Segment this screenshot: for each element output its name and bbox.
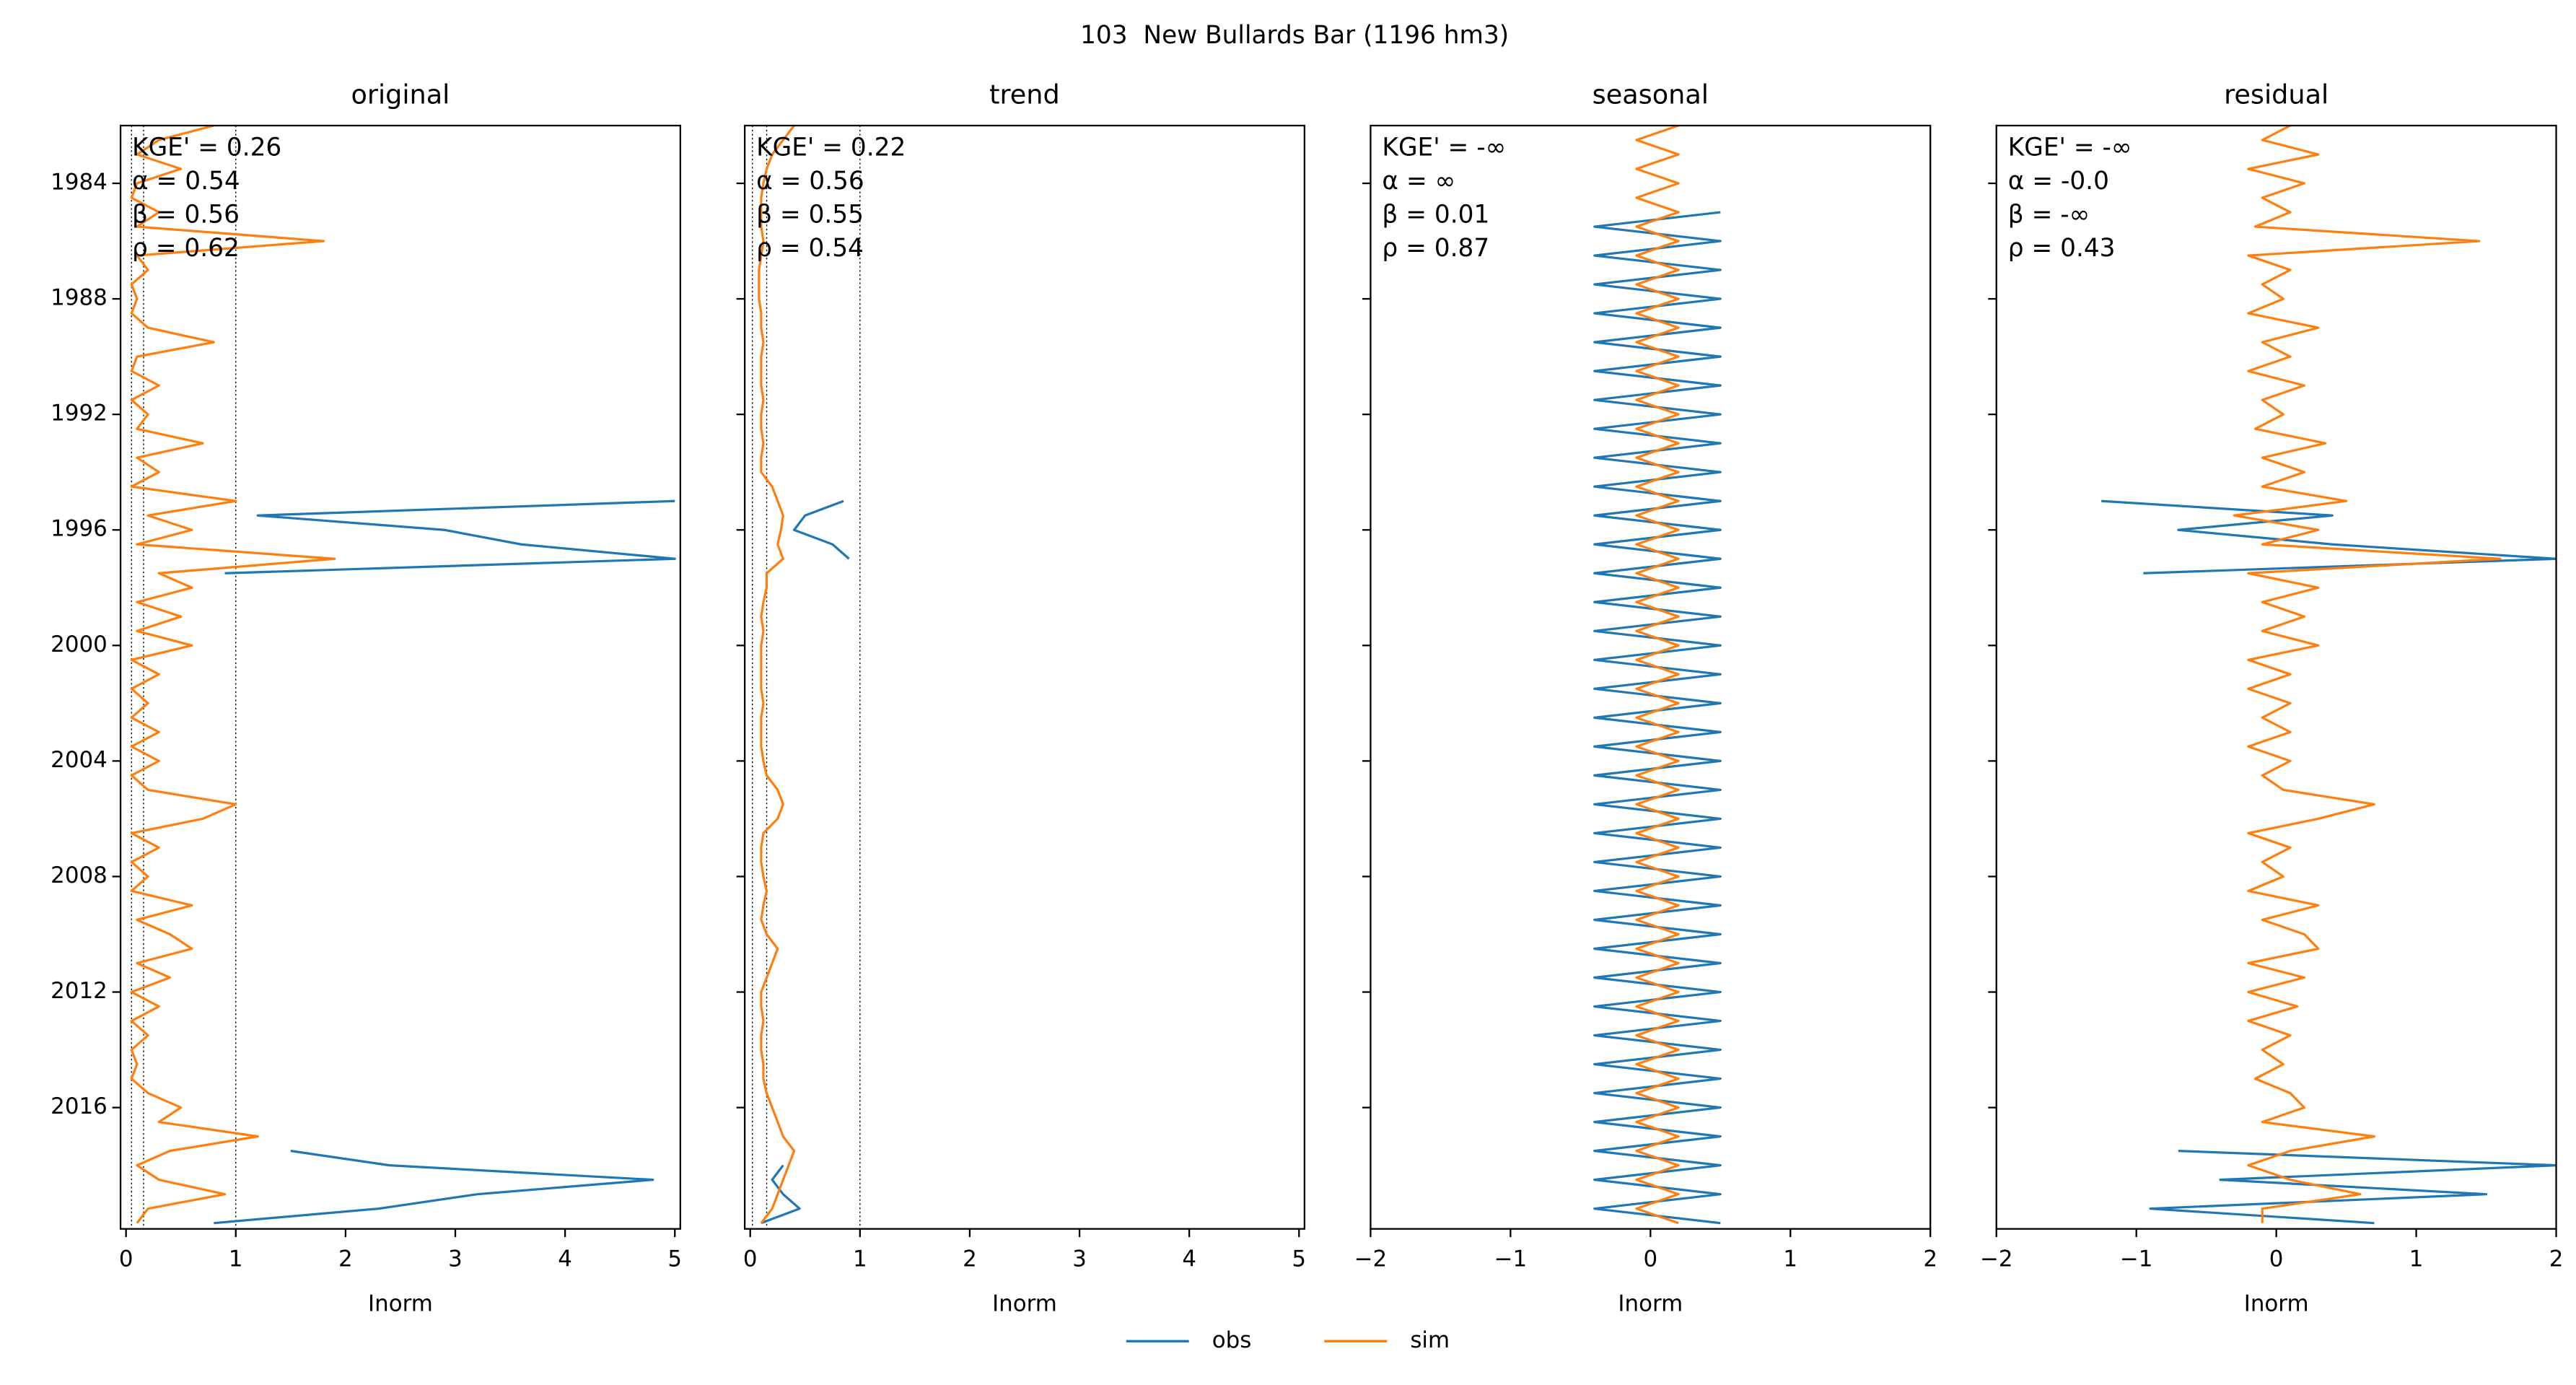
x-axis-label: Inorm [992, 1290, 1057, 1316]
y-tick-label: 1984 [51, 170, 108, 196]
legend-label: sim [1410, 1327, 1450, 1353]
metric-annotation: ρ = 0.54 [756, 234, 864, 263]
metric-annotation: β = 0.55 [756, 200, 864, 229]
figure-title: 103 New Bullards Bar (1196 hm3) [1080, 21, 1509, 50]
axes-frame [743, 124, 1306, 1230]
x-tick-label: −1 [1494, 1246, 1528, 1272]
x-tick-label: 1 [1783, 1246, 1797, 1272]
y-tick-label: 1992 [51, 401, 108, 427]
metric-annotation: α = ∞ [1382, 167, 1455, 196]
series-line [130, 125, 336, 1224]
plot-area [758, 125, 850, 1225]
x-tick-label: 5 [1292, 1246, 1306, 1272]
metric-annotation: β = -∞ [2008, 200, 2090, 229]
series-line [1635, 125, 1680, 1225]
y-tick-label: 2008 [51, 862, 108, 888]
x-tick-label: 0 [119, 1246, 133, 1272]
panel-title: trend [989, 79, 1060, 110]
x-tick-label: 3 [1072, 1246, 1087, 1272]
axes-frame [1995, 124, 2557, 1230]
metric-annotation: ρ = 0.62 [132, 234, 240, 263]
panel-title: original [351, 79, 450, 110]
x-tick-label: −2 [1354, 1246, 1388, 1272]
metric-annotation: KGE' = -∞ [2008, 134, 2132, 162]
axes-frame [1370, 124, 1932, 1230]
y-tick-label: 2004 [51, 747, 108, 773]
x-tick-label: −2 [1980, 1246, 2013, 1272]
x-tick-label: 1 [229, 1246, 243, 1272]
x-tick-label: 2 [338, 1246, 353, 1272]
metric-annotation: KGE' = 0.22 [756, 134, 906, 162]
series-line [2233, 125, 2502, 1223]
x-tick-label: 2 [1923, 1246, 1937, 1272]
y-tick-label: 1988 [51, 285, 108, 311]
x-tick-label: 1 [853, 1246, 867, 1272]
axes-frame [119, 124, 681, 1230]
metric-annotation: KGE' = 0.26 [132, 134, 281, 162]
panel-title: seasonal [1593, 79, 1709, 110]
series-line [2101, 499, 2557, 1225]
x-tick-label: 0 [2269, 1246, 2284, 1272]
x-tick-label: 2 [2549, 1246, 2564, 1272]
x-tick-label: 5 [667, 1246, 682, 1272]
x-axis-label: Inorm [2244, 1290, 2309, 1316]
metric-annotation: β = 0.01 [1382, 200, 1489, 229]
y-tick-label: 2000 [51, 632, 108, 657]
y-tick-label: 2016 [51, 1093, 108, 1119]
x-tick-label: 4 [1182, 1246, 1196, 1272]
x-axis-label: Inorm [368, 1290, 433, 1316]
x-tick-label: −1 [2120, 1246, 2153, 1272]
x-tick-label: 0 [743, 1246, 758, 1272]
metric-annotation: α = 0.56 [756, 167, 864, 196]
x-tick-label: 2 [963, 1246, 977, 1272]
x-axis-label: Inorm [1618, 1290, 1683, 1316]
y-tick-label: 2012 [51, 978, 108, 1004]
series-line [1593, 211, 1722, 1225]
series-line [758, 125, 796, 1224]
panel-title: residual [2224, 79, 2329, 110]
metric-annotation: ρ = 0.43 [2008, 234, 2116, 263]
plot-area [2101, 125, 2557, 1225]
series-line [761, 499, 850, 1225]
metric-annotation: KGE' = -∞ [1382, 134, 1506, 162]
series-line [214, 499, 676, 1225]
plot-area [1593, 125, 1722, 1225]
x-tick-label: 0 [1643, 1246, 1657, 1272]
metric-annotation: β = 0.56 [132, 200, 240, 229]
y-tick-label: 1996 [51, 516, 108, 542]
plot-area [130, 125, 676, 1225]
metric-annotation: ρ = 0.87 [1382, 234, 1489, 263]
x-tick-label: 3 [448, 1246, 463, 1272]
metric-annotation: α = -0.0 [2008, 167, 2109, 196]
x-tick-label: 1 [2409, 1246, 2424, 1272]
legend-label: obs [1212, 1327, 1252, 1353]
metric-annotation: α = 0.54 [132, 167, 240, 196]
x-tick-label: 4 [558, 1246, 572, 1272]
